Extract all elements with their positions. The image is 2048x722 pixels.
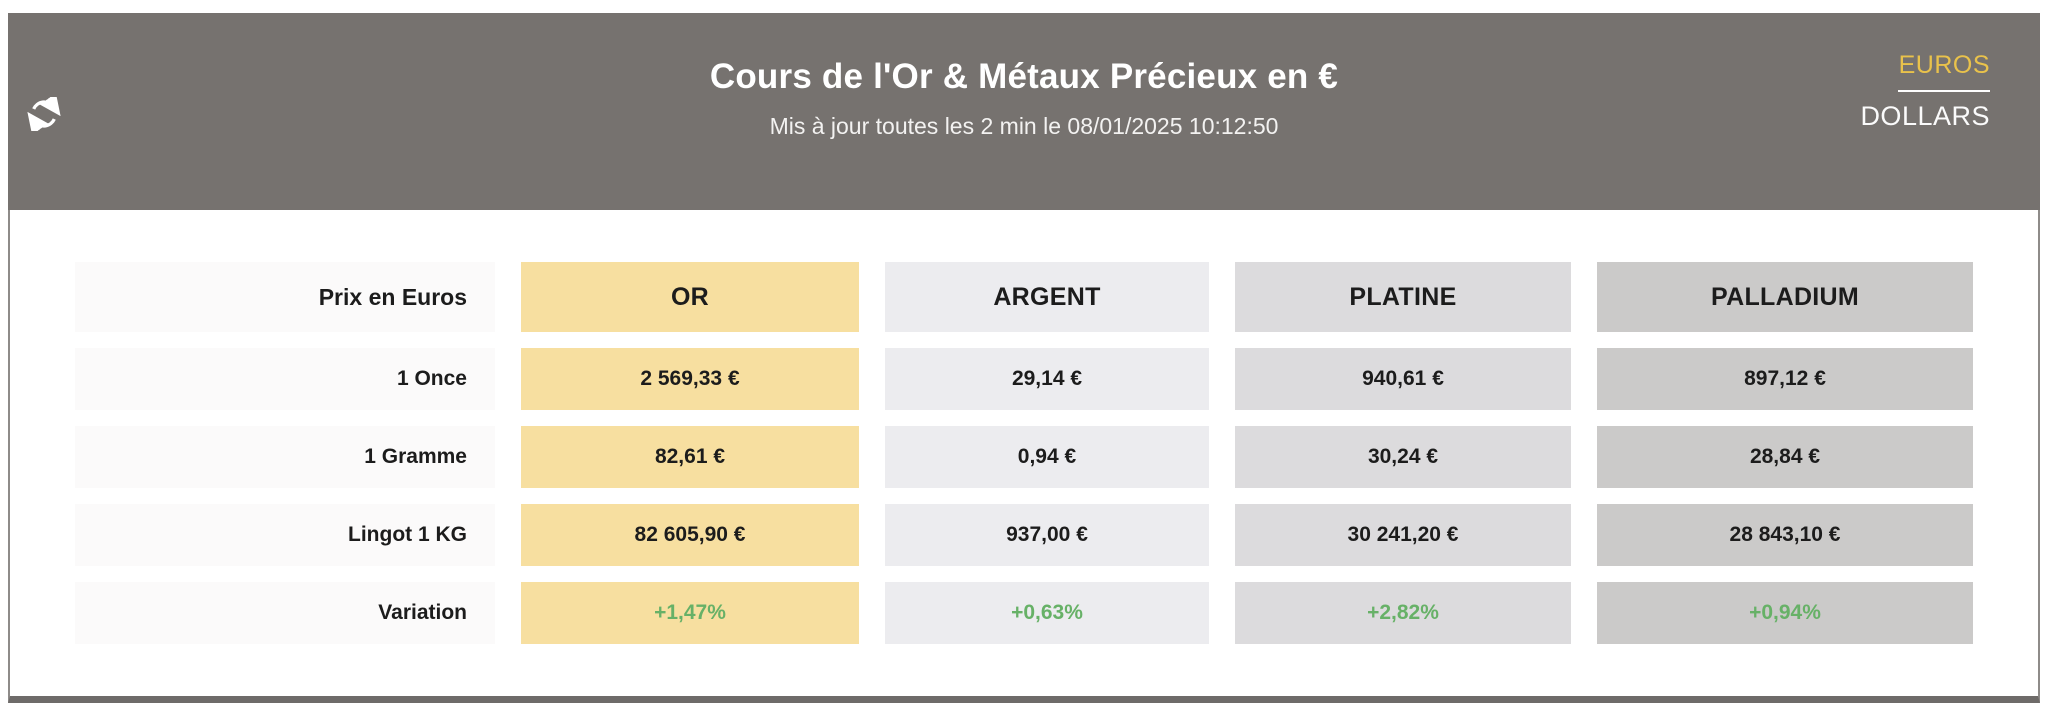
- price-cell-or: 82,61 €: [521, 426, 859, 488]
- refresh-button[interactable]: [24, 92, 64, 135]
- row-label: Lingot 1 KG: [75, 504, 495, 566]
- price-cell-palladium: 28 843,10 €: [1597, 504, 1973, 566]
- variation-cell-palladium: +0,94%: [1597, 582, 1973, 644]
- price-cell-palladium: 897,12 €: [1597, 348, 1973, 410]
- currency-option-dollars[interactable]: DOLLARS: [1860, 101, 1990, 131]
- row-label: 1 Once: [75, 348, 495, 410]
- variation-cell-or: +1,47%: [521, 582, 859, 644]
- column-header-platine: PLATINE: [1235, 262, 1571, 332]
- price-cell-or: 2 569,33 €: [521, 348, 859, 410]
- widget-header: Cours de l'Or & Métaux Précieux en € Mis…: [8, 13, 2040, 210]
- price-cell-argent: 0,94 €: [885, 426, 1209, 488]
- price-cell-platine: 940,61 €: [1235, 348, 1571, 410]
- price-cell-palladium: 28,84 €: [1597, 426, 1973, 488]
- variation-cell-platine: +2,82%: [1235, 582, 1571, 644]
- currency-option-euros[interactable]: EUROS: [1898, 51, 1990, 79]
- gold-price-widget: Cours de l'Or & Métaux Précieux en € Mis…: [8, 13, 2040, 703]
- column-header-palladium: PALLADIUM: [1597, 262, 1973, 332]
- column-header-or: OR: [521, 262, 859, 332]
- page-title: Cours de l'Or & Métaux Précieux en €: [709, 57, 1339, 96]
- column-header-argent: ARGENT: [885, 262, 1209, 332]
- row-label: Variation: [75, 582, 495, 644]
- currency-toggle: EUROS DOLLARS: [1860, 51, 1990, 132]
- refresh-icon: [27, 92, 61, 135]
- price-cell-argent: 937,00 €: [885, 504, 1209, 566]
- currency-toggle-divider: [1898, 90, 1990, 92]
- price-cell-platine: 30 241,20 €: [1235, 504, 1571, 566]
- row-label: 1 Gramme: [75, 426, 495, 488]
- table-corner-label: Prix en Euros: [75, 262, 495, 332]
- price-cell-or: 82 605,90 €: [521, 504, 859, 566]
- price-table: Prix en Euros OR ARGENT PLATINE PALLADIUM 1 O…: [10, 210, 2038, 644]
- widget-body: Prix en Euros OR ARGENT PLATINE PALLADIUM 1 O…: [8, 210, 2040, 703]
- variation-cell-argent: +0,63%: [885, 582, 1209, 644]
- price-cell-platine: 30,24 €: [1235, 426, 1571, 488]
- update-status-text: Mis à jour toutes les 2 min le 08/01/202…: [769, 113, 1279, 139]
- price-cell-argent: 29,14 €: [885, 348, 1209, 410]
